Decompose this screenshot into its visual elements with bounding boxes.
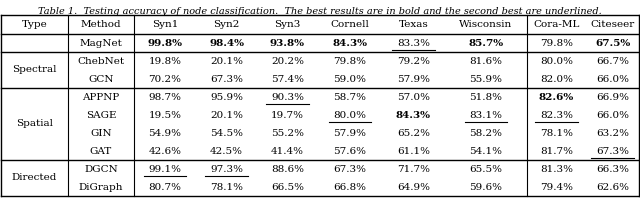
Text: 95.9%: 95.9%: [210, 93, 243, 102]
Text: 82.3%: 82.3%: [540, 110, 573, 120]
Text: Syn2: Syn2: [213, 20, 240, 29]
Text: 83.3%: 83.3%: [397, 38, 430, 47]
Text: 66.9%: 66.9%: [596, 93, 629, 102]
Text: MagNet: MagNet: [79, 38, 122, 47]
Text: 57.9%: 57.9%: [333, 129, 367, 137]
Text: 59.0%: 59.0%: [333, 74, 367, 83]
Text: 80.7%: 80.7%: [148, 182, 182, 192]
Text: 66.3%: 66.3%: [596, 165, 629, 173]
Text: 67.5%: 67.5%: [595, 38, 630, 47]
Text: 98.7%: 98.7%: [148, 93, 182, 102]
Text: 19.5%: 19.5%: [148, 110, 182, 120]
Text: 67.3%: 67.3%: [210, 74, 243, 83]
Text: 66.0%: 66.0%: [596, 110, 629, 120]
Text: 19.7%: 19.7%: [271, 110, 304, 120]
Text: 78.1%: 78.1%: [540, 129, 573, 137]
Text: Cornell: Cornell: [331, 20, 369, 29]
Text: 70.2%: 70.2%: [148, 74, 182, 83]
Text: 81.3%: 81.3%: [540, 165, 573, 173]
Text: GAT: GAT: [90, 146, 112, 156]
Text: GIN: GIN: [90, 129, 112, 137]
Text: 64.9%: 64.9%: [397, 182, 430, 192]
Text: 41.4%: 41.4%: [271, 146, 304, 156]
Text: 57.6%: 57.6%: [333, 146, 367, 156]
Text: 57.9%: 57.9%: [397, 74, 430, 83]
Text: 79.2%: 79.2%: [397, 57, 430, 66]
Text: 66.5%: 66.5%: [271, 182, 304, 192]
Text: SAGE: SAGE: [86, 110, 116, 120]
Text: 90.3%: 90.3%: [271, 93, 304, 102]
Text: 81.6%: 81.6%: [470, 57, 502, 66]
Text: 65.5%: 65.5%: [470, 165, 502, 173]
Text: 99.1%: 99.1%: [148, 165, 182, 173]
Text: 67.3%: 67.3%: [333, 165, 367, 173]
Text: 67.3%: 67.3%: [596, 146, 629, 156]
Text: 54.1%: 54.1%: [470, 146, 502, 156]
Text: Spatial: Spatial: [16, 120, 53, 129]
Text: 54.9%: 54.9%: [148, 129, 182, 137]
Text: 61.1%: 61.1%: [397, 146, 430, 156]
Text: 51.8%: 51.8%: [470, 93, 502, 102]
Text: 59.6%: 59.6%: [470, 182, 502, 192]
Text: 80.0%: 80.0%: [540, 57, 573, 66]
Text: APPNP: APPNP: [83, 93, 120, 102]
Text: 88.6%: 88.6%: [271, 165, 304, 173]
Text: 20.1%: 20.1%: [210, 57, 243, 66]
Text: 98.4%: 98.4%: [209, 38, 244, 47]
Text: 65.2%: 65.2%: [397, 129, 430, 137]
Text: 99.8%: 99.8%: [147, 38, 182, 47]
Text: ChebNet: ChebNet: [77, 57, 125, 66]
Text: Type: Type: [22, 20, 47, 29]
Text: 19.8%: 19.8%: [148, 57, 182, 66]
Text: 79.4%: 79.4%: [540, 182, 573, 192]
Text: Method: Method: [81, 20, 122, 29]
Text: Cora-ML: Cora-ML: [533, 20, 580, 29]
Text: 71.7%: 71.7%: [397, 165, 430, 173]
Text: Table 1.  Testing accuracy of node classification.  The best results are in bold: Table 1. Testing accuracy of node classi…: [38, 7, 602, 16]
Text: 62.6%: 62.6%: [596, 182, 629, 192]
Text: 84.3%: 84.3%: [396, 110, 431, 120]
Text: 57.0%: 57.0%: [397, 93, 430, 102]
Text: 97.3%: 97.3%: [210, 165, 243, 173]
Text: 82.0%: 82.0%: [540, 74, 573, 83]
Text: GCN: GCN: [88, 74, 114, 83]
Text: 54.5%: 54.5%: [210, 129, 243, 137]
Text: 82.6%: 82.6%: [539, 93, 574, 102]
Text: 81.7%: 81.7%: [540, 146, 573, 156]
Text: 84.3%: 84.3%: [333, 38, 367, 47]
Text: 58.7%: 58.7%: [333, 93, 367, 102]
Text: 42.6%: 42.6%: [148, 146, 182, 156]
Text: 42.5%: 42.5%: [210, 146, 243, 156]
Text: 20.1%: 20.1%: [210, 110, 243, 120]
Text: 93.8%: 93.8%: [270, 38, 305, 47]
Text: Wisconsin: Wisconsin: [460, 20, 513, 29]
Text: 20.2%: 20.2%: [271, 57, 304, 66]
Text: DiGraph: DiGraph: [79, 182, 124, 192]
Text: 58.2%: 58.2%: [470, 129, 502, 137]
Text: Directed: Directed: [12, 173, 57, 182]
Text: 79.8%: 79.8%: [333, 57, 367, 66]
Text: 78.1%: 78.1%: [210, 182, 243, 192]
Text: 79.8%: 79.8%: [540, 38, 573, 47]
Text: 63.2%: 63.2%: [596, 129, 629, 137]
Text: 55.9%: 55.9%: [470, 74, 502, 83]
Text: 66.8%: 66.8%: [333, 182, 367, 192]
Text: Syn3: Syn3: [275, 20, 301, 29]
Text: 66.7%: 66.7%: [596, 57, 629, 66]
Text: 80.0%: 80.0%: [333, 110, 367, 120]
Text: Syn1: Syn1: [152, 20, 178, 29]
Text: 55.2%: 55.2%: [271, 129, 304, 137]
Text: Citeseer: Citeseer: [590, 20, 635, 29]
Text: 57.4%: 57.4%: [271, 74, 304, 83]
Text: 83.1%: 83.1%: [470, 110, 502, 120]
Text: DGCN: DGCN: [84, 165, 118, 173]
Text: 85.7%: 85.7%: [468, 38, 504, 47]
Text: Texas: Texas: [399, 20, 428, 29]
Text: Spectral: Spectral: [12, 66, 57, 74]
Text: 66.0%: 66.0%: [596, 74, 629, 83]
